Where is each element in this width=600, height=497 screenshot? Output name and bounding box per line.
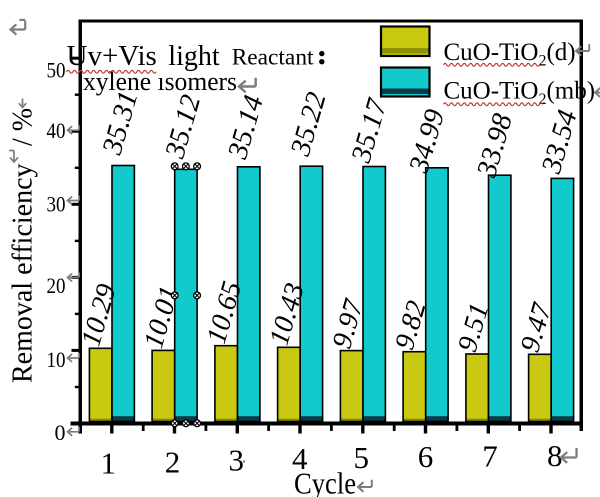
svg-text:30: 30 xyxy=(47,192,66,217)
svg-text:xylene ısomers: xylene ısomers xyxy=(83,67,237,96)
svg-text:5: 5 xyxy=(354,440,370,475)
svg-text:CuO-TiO2(mb): CuO-TiO2(mb) xyxy=(444,78,596,109)
svg-text:/ %: / % xyxy=(8,108,39,146)
svg-text:7: 7 xyxy=(482,439,498,474)
svg-text:CuO-TiO2(d): CuO-TiO2(d) xyxy=(444,39,576,70)
svg-text:4: 4 xyxy=(292,441,308,476)
svg-text:Cycle: Cycle xyxy=(294,466,356,497)
svg-text:1: 1 xyxy=(101,445,117,480)
svg-text:6: 6 xyxy=(418,439,434,474)
svg-text:40: 40 xyxy=(47,118,66,143)
svg-text:0: 0 xyxy=(55,420,66,445)
svg-text:8: 8 xyxy=(547,438,563,473)
svg-text:3: 3 xyxy=(229,442,245,477)
svg-text:50: 50 xyxy=(47,58,66,83)
svg-text:10: 10 xyxy=(47,347,66,372)
svg-text:20: 20 xyxy=(47,273,66,298)
svg-text:Removal efficiency: Removal efficiency xyxy=(8,163,39,383)
svg-text:light: light xyxy=(168,41,220,72)
svg-text:2: 2 xyxy=(165,445,181,480)
svg-text:Reactant: Reactant xyxy=(232,45,314,71)
svg-text:Uv+Vis: Uv+Vis xyxy=(67,40,157,72)
